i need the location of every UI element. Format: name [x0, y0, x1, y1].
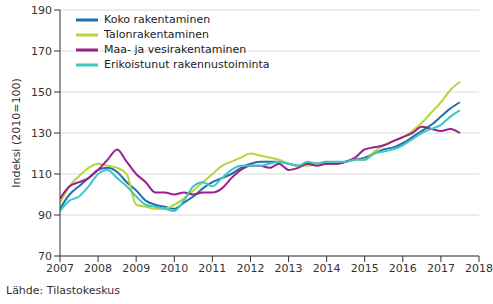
svg-text:130: 130	[31, 127, 52, 140]
svg-text:170: 170	[31, 45, 52, 58]
svg-text:2013: 2013	[275, 262, 303, 275]
html-text:Talonrakentaminen: Talonrakentaminen	[104, 28, 209, 41]
html-text:Erikoistunut rakennustoiminta: Erikoistunut rakennustoiminta	[104, 58, 270, 71]
svg-text:Indeksi (2010=100): Indeksi (2010=100)	[10, 78, 23, 187]
svg-text:90: 90	[38, 209, 52, 222]
svg-text:2017: 2017	[427, 262, 455, 275]
svg-text:2009: 2009	[122, 262, 150, 275]
html-text:Lähde: Tilastokeskus: Lähde: Tilastokeskus	[6, 284, 120, 297]
svg-text:2011: 2011	[198, 262, 226, 275]
svg-text:150: 150	[31, 86, 52, 99]
svg-text:110: 110	[31, 168, 52, 181]
html-text:Koko rakentaminen: Koko rakentaminen	[104, 13, 211, 26]
svg-text:2015: 2015	[351, 262, 379, 275]
svg-text:2012: 2012	[236, 262, 264, 275]
svg-text:2007: 2007	[46, 262, 74, 275]
svg-text:2016: 2016	[389, 262, 417, 275]
html-text:Maa- ja vesirakentaminen: Maa- ja vesirakentaminen	[104, 43, 247, 56]
svg-text:2008: 2008	[84, 262, 112, 275]
svg-text:2014: 2014	[313, 262, 341, 275]
svg-text:2018: 2018	[465, 262, 485, 275]
svg-text:190: 190	[31, 4, 52, 17]
svg-text:2010: 2010	[160, 262, 188, 275]
svg-text:70: 70	[38, 250, 52, 263]
